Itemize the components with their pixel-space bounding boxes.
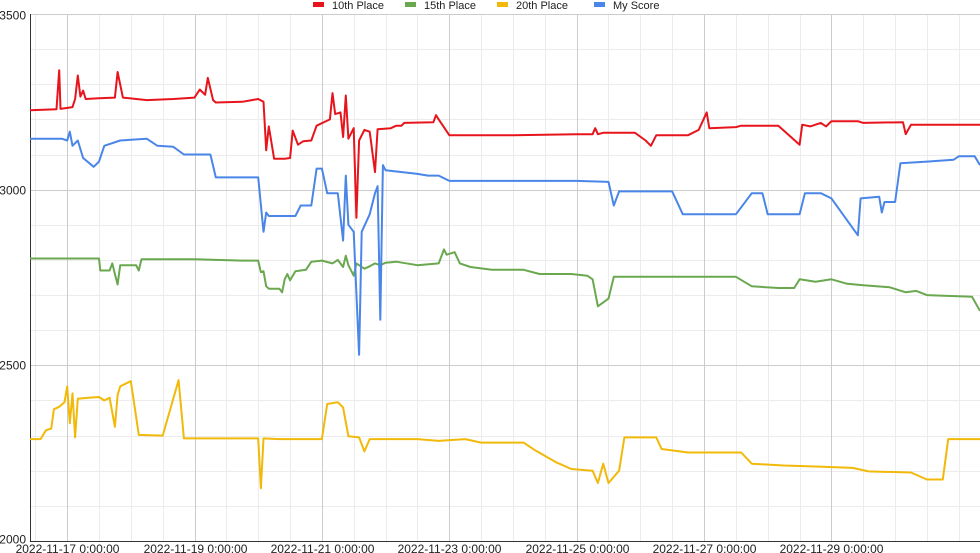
legend-label: 20th Place <box>516 0 568 12</box>
legend-item-2[interactable]: 15th Place <box>405 0 476 12</box>
legend-swatch <box>313 2 324 7</box>
y-axis-tick-labels: 2000 2500 3000 3500 <box>0 9 26 547</box>
x-tick-label: 2022-11-29 0:00:00 <box>780 542 884 553</box>
y-tick-label: 3000 <box>0 184 26 198</box>
x-tick-label: 2022-11-25 0:00:00 <box>526 542 630 553</box>
grid <box>30 14 980 542</box>
x-tick-label: 2022-11-17 0:00:00 <box>16 542 120 553</box>
y-tick-label: 3500 <box>0 9 26 23</box>
series-line-1 <box>29 69 980 219</box>
x-tick-label: 2022-11-19 0:00:00 <box>144 542 248 553</box>
series-line-4 <box>30 130 980 356</box>
legend-label: 10th Place <box>332 0 384 12</box>
series-lines <box>29 69 980 490</box>
legend-label: My Score <box>613 0 659 12</box>
legend-swatch <box>594 2 605 7</box>
legend-swatch <box>497 2 508 7</box>
x-tick-label: 2022-11-21 0:00:00 <box>271 542 375 553</box>
x-tick-label: 2022-11-23 0:00:00 <box>398 542 502 553</box>
legend-swatch <box>405 2 416 7</box>
legend-label: 15th Place <box>424 0 476 12</box>
x-axis-tick-labels: 2022-11-17 0:00:00 2022-11-19 0:00:00 2022… <box>16 542 884 553</box>
y-tick-label: 2000 <box>0 533 26 547</box>
series-line-2 <box>30 248 980 312</box>
series-line-3 <box>30 379 980 490</box>
y-tick-label: 2500 <box>0 359 26 373</box>
legend-item-3[interactable]: 20th Place <box>497 0 568 12</box>
x-tick-label: 2022-11-27 0:00:00 <box>653 542 757 553</box>
legend[interactable]: 10th Place 15th Place 20th Place My Score <box>313 0 659 12</box>
legend-item-1[interactable]: 10th Place <box>313 0 384 12</box>
legend-item-4[interactable]: My Score <box>594 0 659 12</box>
axes <box>30 14 980 542</box>
